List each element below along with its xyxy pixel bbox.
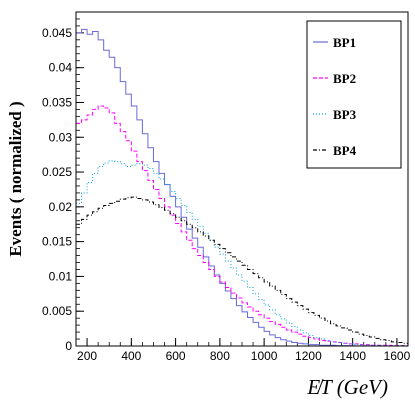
x-tick-label: 800 [210,349,230,363]
y-tick-label: 0.015 [42,235,72,249]
x-tick-label: 400 [121,349,141,363]
y-tick-label: 0 [65,339,72,353]
legend-label-bp1: BP1 [333,35,356,50]
tick-label-layer: 0 0.005 0.01 0.015 0.02 0.025 0.03 0.035 0.04 0.0… [42,26,411,363]
x-tick-label: 1200 [295,349,322,363]
y-tick-label: 0.035 [42,95,72,109]
series-layer [76,28,408,347]
x-tick-label: 1400 [339,349,366,363]
y-tick-label: 0.03 [49,130,73,144]
x-tick-label: 200 [77,349,97,363]
x-axis-title: E̸T (GeV) [306,375,388,399]
y-tick-label: 0.005 [42,304,72,318]
y-tick-label: 0.01 [49,269,73,283]
y-tick-label: 0.02 [49,200,73,214]
series-line-bp4 [76,196,408,344]
plot-frame [75,11,409,347]
legend-box [306,20,402,169]
series-line-bp3 [76,160,408,347]
x-tick-label: 1000 [251,349,278,363]
y-tick-label: 0.045 [42,26,72,40]
legend-label-bp2: BP2 [333,71,356,86]
x-tick-label: 1600 [384,349,411,363]
y-axis-title: Events ( normalized ) [6,101,25,256]
y-tick-label: 0.04 [49,61,73,75]
legend: BP1 BP2 BP3 BP4 [306,20,402,169]
y-tick-label: 0.025 [42,165,72,179]
legend-label-bp3: BP3 [333,107,357,122]
legend-label-bp4: BP4 [333,143,357,158]
x-tick-label: 600 [166,349,186,363]
